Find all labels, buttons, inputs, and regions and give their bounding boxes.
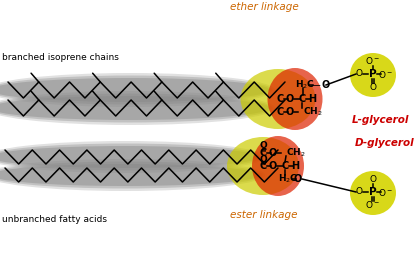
- Text: ester linkage: ester linkage: [230, 210, 297, 220]
- Text: P: P: [369, 187, 377, 197]
- Text: O: O: [370, 175, 376, 183]
- Text: C: C: [298, 94, 306, 104]
- Ellipse shape: [241, 69, 315, 129]
- Ellipse shape: [227, 137, 299, 195]
- Ellipse shape: [252, 136, 304, 196]
- Text: unbranched fatty acids: unbranched fatty acids: [2, 216, 107, 224]
- Ellipse shape: [0, 144, 262, 170]
- Text: CH$_2$: CH$_2$: [303, 106, 323, 118]
- Text: —: —: [310, 80, 320, 90]
- Text: C: C: [260, 161, 267, 171]
- Text: O$^-$: O$^-$: [365, 56, 381, 67]
- Text: O: O: [370, 82, 376, 92]
- Text: P: P: [369, 69, 377, 79]
- Text: D-glycerol: D-glycerol: [355, 138, 415, 148]
- Text: O: O: [259, 155, 267, 164]
- Text: C: C: [260, 148, 267, 158]
- Text: O: O: [269, 161, 277, 171]
- Text: O: O: [286, 107, 294, 117]
- Ellipse shape: [0, 73, 275, 107]
- Ellipse shape: [0, 159, 265, 191]
- Ellipse shape: [0, 141, 265, 173]
- Ellipse shape: [268, 68, 323, 130]
- Text: C: C: [276, 94, 284, 104]
- Ellipse shape: [0, 164, 260, 186]
- Ellipse shape: [350, 171, 396, 215]
- Text: O$^-$: O$^-$: [365, 199, 381, 210]
- Text: branched isoprene chains: branched isoprene chains: [2, 53, 119, 62]
- Text: H: H: [291, 161, 299, 171]
- Ellipse shape: [0, 94, 273, 122]
- Text: C: C: [281, 161, 289, 171]
- Text: O: O: [355, 188, 362, 197]
- Text: O: O: [322, 80, 330, 90]
- Ellipse shape: [350, 53, 396, 97]
- Ellipse shape: [0, 161, 262, 188]
- Ellipse shape: [0, 146, 260, 168]
- Ellipse shape: [0, 91, 275, 125]
- Ellipse shape: [0, 76, 273, 104]
- Ellipse shape: [0, 78, 270, 102]
- Text: O: O: [355, 70, 362, 78]
- Text: L-glycerol: L-glycerol: [351, 115, 409, 125]
- Text: H: H: [308, 94, 316, 104]
- Text: C: C: [276, 107, 284, 117]
- Text: O: O: [286, 94, 294, 104]
- Ellipse shape: [0, 96, 270, 120]
- Text: O: O: [259, 142, 267, 150]
- Text: H$_2$C: H$_2$C: [295, 79, 315, 91]
- Text: O$^-$: O$^-$: [378, 186, 394, 197]
- Text: O: O: [269, 148, 277, 158]
- Text: CH$_2$: CH$_2$: [286, 147, 306, 159]
- Text: ether linkage: ether linkage: [230, 2, 299, 12]
- Text: O: O: [294, 174, 302, 184]
- Text: O$^-$: O$^-$: [378, 68, 394, 79]
- Text: H$_2$C: H$_2$C: [278, 173, 298, 185]
